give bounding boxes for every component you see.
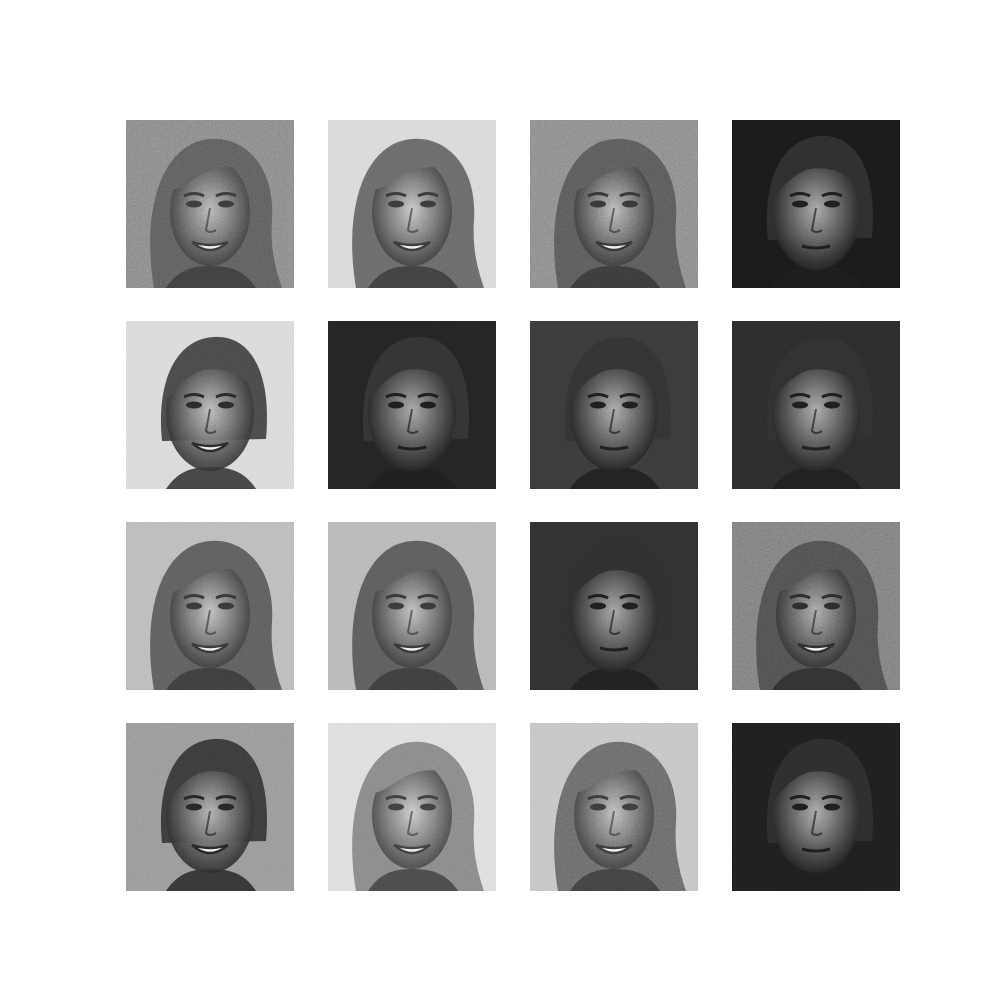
- sample-image-r1-c2: [530, 321, 698, 489]
- sample-image-r1-c1: [328, 321, 496, 489]
- sample-image-r0-c3: [732, 120, 900, 288]
- sample-image-r3-c1: [328, 723, 496, 891]
- sample-image-grid: [126, 120, 900, 891]
- sample-image-r2-c2: [530, 522, 698, 690]
- sample-image-r2-c1: [328, 522, 496, 690]
- sample-image-r0-c1: [328, 120, 496, 288]
- sample-image-r0-c0: [126, 120, 294, 288]
- sample-image-r0-c2: [530, 120, 698, 288]
- sample-image-r3-c0: [126, 723, 294, 891]
- sample-image-r3-c3: [732, 723, 900, 891]
- sample-image-r1-c3: [732, 321, 900, 489]
- sample-image-r3-c2: [530, 723, 698, 891]
- sample-image-r2-c3: [732, 522, 900, 690]
- sample-image-r1-c0: [126, 321, 294, 489]
- sample-image-r2-c0: [126, 522, 294, 690]
